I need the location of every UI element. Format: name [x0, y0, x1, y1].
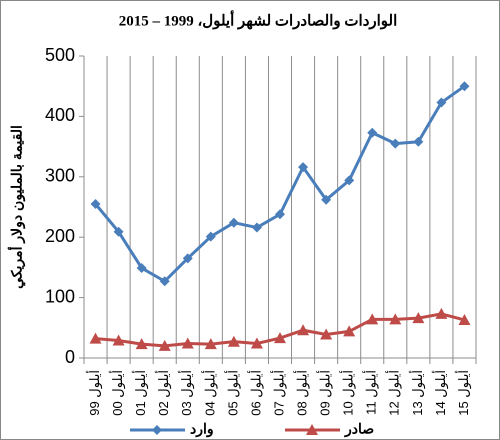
marker: [298, 162, 309, 173]
y-tick-label: 300: [45, 166, 75, 186]
marker: [112, 334, 125, 346]
x-tick-label: أيلول 15: [455, 370, 472, 416]
y-tick-label: 500: [45, 45, 75, 65]
marker: [321, 194, 332, 205]
marker: [159, 276, 170, 287]
marker: [343, 325, 356, 337]
marker: [320, 328, 333, 340]
marker: [435, 307, 448, 319]
marker: [412, 312, 425, 324]
x-tick-label: أيلول 04: [201, 370, 218, 416]
marker: [306, 424, 318, 435]
marker: [390, 138, 401, 149]
marker: [182, 253, 193, 264]
x-tick-label: أيلول 03: [178, 370, 195, 416]
x-tick-label: أيلول 02: [155, 370, 172, 416]
marker: [227, 335, 240, 347]
x-tick-label: أيلول 13: [409, 370, 426, 416]
x-tick-label: أيلول 01: [132, 370, 149, 416]
marker: [228, 217, 239, 228]
y-tick-label: 100: [45, 286, 75, 306]
x-tick-label: أيلول 11: [363, 370, 380, 415]
marker: [459, 81, 470, 92]
marker: [90, 198, 101, 209]
x-tick-label: أيلول 07: [270, 370, 287, 416]
chart-title: الواردات والصادرات لشهر أيلول، 1999 – 20…: [119, 9, 398, 29]
marker: [181, 337, 194, 349]
marker: [251, 222, 262, 233]
marker: [366, 313, 379, 325]
y-tick-label: 200: [45, 226, 75, 246]
marker: [204, 338, 217, 350]
marker: [152, 425, 162, 435]
marker: [297, 324, 310, 336]
marker: [205, 231, 216, 242]
x-tick-label: أيلول 00: [109, 370, 126, 416]
x-tick-label: أيلول 10: [340, 370, 357, 416]
marker: [250, 337, 263, 349]
legend-label: وارد: [190, 421, 214, 438]
marker: [113, 226, 124, 237]
y-tick-label: 0: [65, 347, 75, 367]
marker: [436, 97, 447, 108]
x-tick-label: أيلول 99: [86, 370, 103, 416]
marker: [158, 339, 171, 351]
marker: [135, 338, 148, 350]
marker: [458, 313, 471, 325]
x-tick-label: أيلول 12: [386, 370, 403, 416]
marker: [389, 313, 402, 325]
marker: [89, 332, 102, 344]
x-tick-label: أيلول 06: [247, 370, 264, 416]
marker: [136, 263, 147, 274]
marker: [367, 127, 378, 138]
marker: [413, 136, 424, 147]
marker: [274, 332, 286, 344]
y-tick-label: 400: [45, 105, 75, 125]
y-axis-label: القيمة بالمليون دولار أمريكي: [7, 125, 26, 289]
x-tick-label: أيلول 09: [317, 370, 334, 416]
marker: [275, 209, 285, 220]
x-tick-label: أيلول 05: [224, 370, 241, 416]
legend-label: صادر: [344, 421, 374, 438]
marker: [344, 175, 355, 186]
x-tick-label: أيلول 14: [432, 370, 449, 416]
x-tick-label: أيلول 08: [293, 370, 310, 416]
